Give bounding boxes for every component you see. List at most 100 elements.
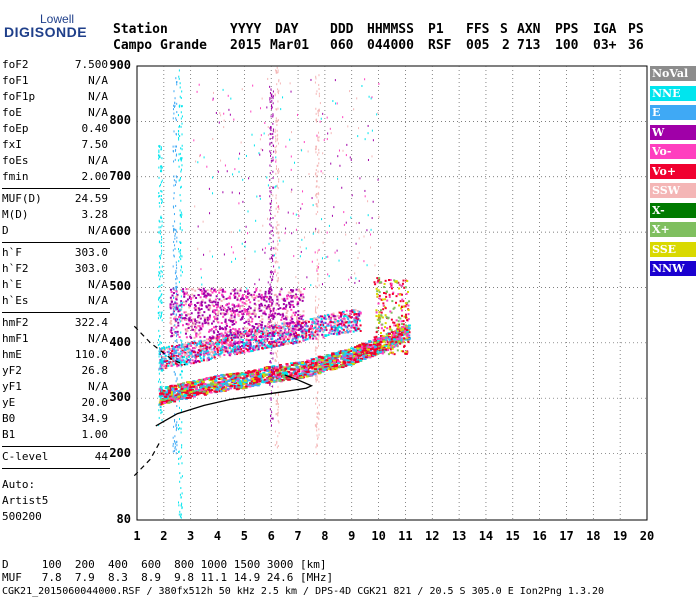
echo-point xyxy=(231,307,234,310)
echo-point xyxy=(277,412,279,415)
echo-point xyxy=(368,348,372,351)
echo-point xyxy=(245,338,248,341)
echo-point xyxy=(341,358,345,361)
legend-item-nne: NNE xyxy=(650,85,696,101)
echo-point xyxy=(360,349,364,352)
echo-point xyxy=(161,361,164,364)
echo-point xyxy=(208,357,211,360)
echo-point xyxy=(276,340,279,343)
param-value: N/A xyxy=(88,332,108,345)
echo-point xyxy=(180,125,182,128)
echo-point xyxy=(304,322,307,325)
echo-point xyxy=(185,311,188,314)
echo-point xyxy=(178,250,180,253)
echo-point xyxy=(197,392,201,395)
echo-point xyxy=(268,331,271,334)
echo-point xyxy=(277,321,279,324)
echo-point xyxy=(224,350,227,353)
echo-point xyxy=(158,285,160,288)
echo-point xyxy=(236,353,239,356)
echo-point xyxy=(196,351,199,354)
echo-point xyxy=(257,348,260,351)
echo-point xyxy=(188,306,191,309)
echo-point xyxy=(390,342,394,345)
echo-point xyxy=(239,310,242,313)
echo-point xyxy=(292,330,295,333)
echo-point xyxy=(259,379,263,382)
echo-point xyxy=(278,304,280,307)
echo-point xyxy=(260,341,263,344)
echo-point xyxy=(231,312,234,315)
echo-point xyxy=(180,359,183,362)
echo-point xyxy=(282,325,285,328)
echo-point xyxy=(280,318,283,321)
echo-point xyxy=(182,350,185,353)
echo-point xyxy=(237,386,241,389)
echo-point xyxy=(181,386,185,389)
echo-point xyxy=(312,337,315,340)
echo-point xyxy=(158,403,160,406)
echo-point xyxy=(400,333,404,336)
echo-point xyxy=(278,338,281,341)
echo-point xyxy=(237,345,240,348)
param-key: MUF(D) xyxy=(2,192,42,205)
echo-point xyxy=(242,327,245,330)
echo-point xyxy=(242,339,245,342)
echo-point xyxy=(196,301,199,304)
echo-point xyxy=(179,135,181,138)
echo-point xyxy=(259,368,263,371)
echo-point xyxy=(297,288,300,291)
echo-point xyxy=(280,373,284,376)
echo-point xyxy=(213,383,217,386)
echo-point xyxy=(208,377,212,380)
echo-point xyxy=(159,194,161,197)
echo-point xyxy=(278,432,280,435)
echo-point xyxy=(246,335,249,338)
echo-point xyxy=(186,381,190,384)
echo-point xyxy=(179,226,181,229)
echo-point xyxy=(265,368,269,371)
echo-point xyxy=(397,337,401,340)
echo-point xyxy=(263,331,266,334)
echo-point xyxy=(173,179,175,182)
echo-point xyxy=(212,330,215,333)
echo-point xyxy=(241,381,245,384)
echo-point xyxy=(178,504,180,507)
echo-point xyxy=(260,327,263,330)
echo-point xyxy=(276,66,278,69)
echo-point xyxy=(212,343,215,346)
echo-point xyxy=(318,428,320,431)
echo-point xyxy=(161,398,163,401)
echo-point xyxy=(180,365,182,368)
echo-point xyxy=(393,335,397,338)
echo-point xyxy=(179,480,181,483)
echo-point xyxy=(180,199,182,202)
echo-point xyxy=(253,291,256,294)
echo-point xyxy=(230,331,233,334)
echo-point xyxy=(189,316,192,319)
echo-point xyxy=(249,340,252,343)
echo-point xyxy=(228,373,232,376)
echo-point xyxy=(191,382,195,385)
echo-point xyxy=(158,192,160,195)
echo-point xyxy=(315,324,317,327)
echo-point xyxy=(198,329,201,332)
echo-point xyxy=(248,314,251,317)
echo-point xyxy=(202,357,205,360)
echo-point xyxy=(274,329,277,332)
echo-point xyxy=(349,312,352,315)
echo-point xyxy=(192,392,196,395)
echo-point xyxy=(242,298,245,301)
echo-point xyxy=(337,355,341,358)
echo-point xyxy=(201,322,204,325)
echo-point xyxy=(357,354,361,357)
echo-point xyxy=(224,388,228,391)
echo-point xyxy=(344,349,348,352)
echo-point xyxy=(238,307,241,310)
echo-point xyxy=(160,369,162,372)
echo-point xyxy=(278,170,280,173)
echo-point xyxy=(174,418,176,421)
echo-point xyxy=(209,345,212,348)
echo-point xyxy=(292,371,296,374)
echo-point xyxy=(271,315,274,318)
